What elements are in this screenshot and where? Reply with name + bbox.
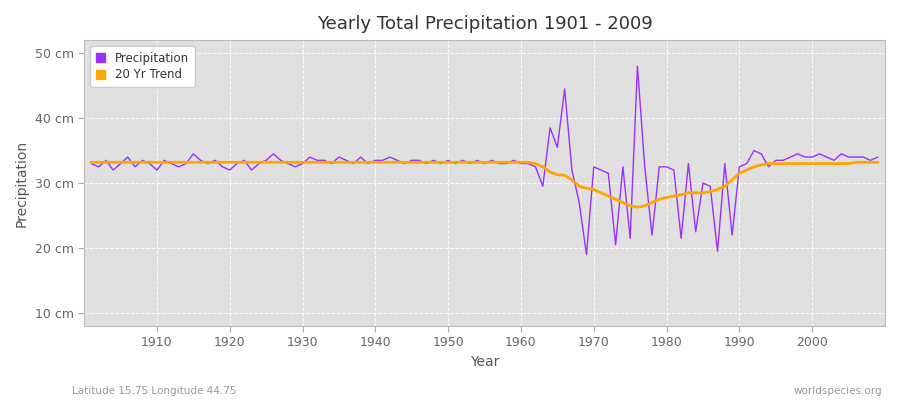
- 20 Yr Trend: [304, 160, 315, 165]
- Precipitation: [348, 161, 359, 166]
- 20 Yr Trend: [348, 160, 359, 165]
- 20 Yr Trend: [603, 194, 614, 198]
- Precipitation: [610, 242, 621, 247]
- Precipitation: [581, 252, 592, 257]
- Text: Latitude 15.75 Longitude 44.75: Latitude 15.75 Longitude 44.75: [72, 386, 237, 396]
- 20 Yr Trend: [632, 205, 643, 210]
- Precipitation: [508, 158, 519, 163]
- X-axis label: Year: Year: [470, 355, 500, 369]
- Title: Yearly Total Precipitation 1901 - 2009: Yearly Total Precipitation 1901 - 2009: [317, 15, 652, 33]
- Y-axis label: Precipitation: Precipitation: [15, 140, 29, 227]
- 20 Yr Trend: [872, 160, 883, 165]
- 20 Yr Trend: [86, 160, 97, 165]
- Precipitation: [632, 64, 643, 68]
- Line: Precipitation: Precipitation: [92, 66, 878, 254]
- Legend: Precipitation, 20 Yr Trend: Precipitation, 20 Yr Trend: [90, 46, 194, 87]
- 20 Yr Trend: [144, 160, 155, 165]
- 20 Yr Trend: [508, 160, 519, 165]
- Line: 20 Yr Trend: 20 Yr Trend: [92, 162, 878, 207]
- Precipitation: [86, 161, 97, 166]
- Text: worldspecies.org: worldspecies.org: [794, 386, 882, 396]
- Precipitation: [872, 155, 883, 160]
- Precipitation: [516, 161, 526, 166]
- Precipitation: [304, 155, 315, 160]
- Precipitation: [144, 161, 155, 166]
- 20 Yr Trend: [516, 160, 526, 165]
